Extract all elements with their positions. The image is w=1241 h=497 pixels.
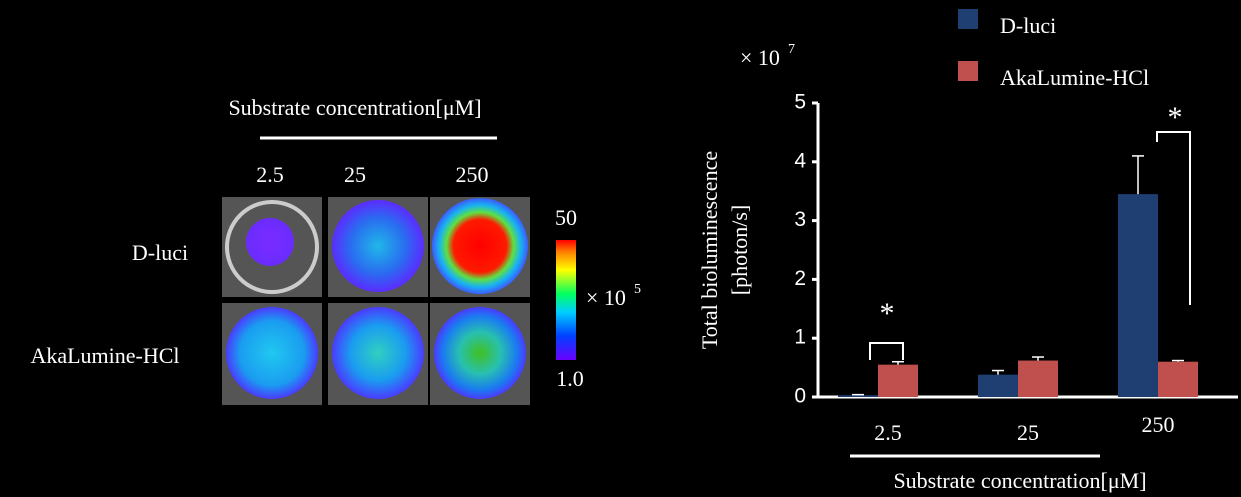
y-tick-label: 5 [794,91,806,114]
y-tick-label: 1 [794,326,806,349]
significance-bracket [870,343,903,360]
row-label: D-luci [132,240,188,265]
x-tick-label: 25 [1017,420,1039,445]
x-tick-label: 250 [1142,412,1175,437]
significance-marker: * [1168,101,1183,134]
figure: Substrate concentration[μM] 2.5 25 250 D… [0,0,1241,497]
legend-label: D-luci [1000,13,1056,38]
colorbar-max: 50 [555,205,577,230]
bar [838,395,878,397]
legend-label: AkaLumine-HCl [1000,65,1149,90]
y-tick-label: 0 [794,385,806,408]
legend-swatch [958,9,978,29]
panel-header: Substrate concentration[μM] [228,95,481,120]
bar [1118,194,1158,397]
x-axis-label: Substrate concentration[μM] [893,468,1146,493]
y-tick-label: 4 [794,149,806,172]
significance-marker: * [880,297,895,330]
well-images [222,197,530,405]
bar [978,375,1018,397]
column-label: 250 [456,162,489,187]
colorbar-min: 1.0 [556,366,584,391]
column-label: 25 [344,162,366,187]
colorbar-exponent: 5 [634,282,641,297]
y-tick-label: 2 [794,267,806,290]
y-multiplier-exponent: 7 [788,42,795,57]
row-label: AkaLumine-HCl [30,343,179,368]
y-axis-label: [photon/s] [727,205,752,295]
y-tick-label: 3 [794,208,806,231]
bar [1018,361,1058,397]
y-axis-label: Total bioluminescence [697,151,722,349]
x-tick-label: 2.5 [874,420,902,445]
legend-swatch [958,61,978,81]
page: {"image_panel": {"header": "Substrate co… [0,0,1241,497]
significance-bracket [1157,132,1190,305]
colorbar [556,240,576,360]
colorbar-unit: × 10 [586,285,626,310]
bar [878,365,918,397]
bar [1158,362,1198,397]
y-multiplier: × 10 [740,45,780,70]
column-label: 2.5 [256,162,284,187]
